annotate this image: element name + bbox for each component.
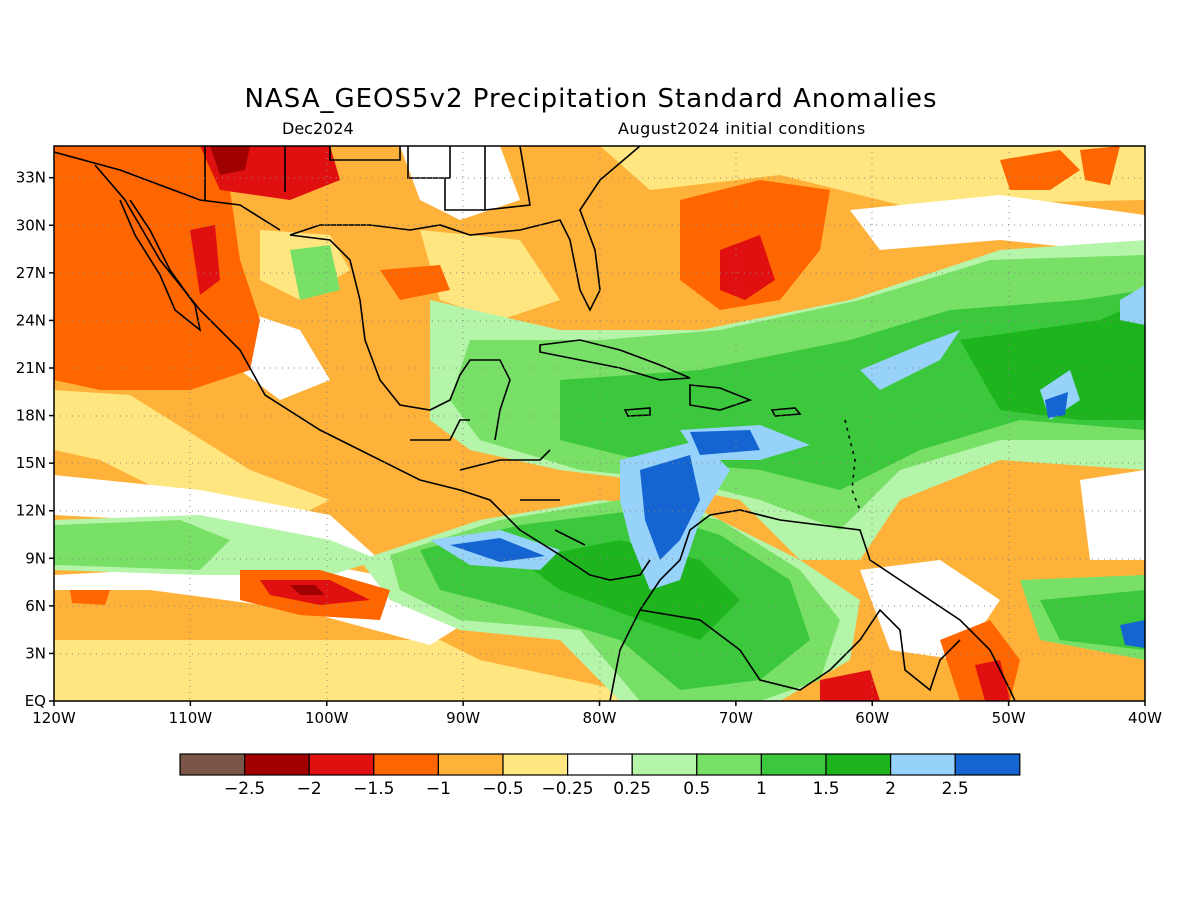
colorbar-label: 0.25	[613, 779, 651, 799]
y-tick-label: 6N	[25, 597, 46, 615]
y-tick-label: 30N	[16, 216, 46, 234]
x-tick-label: 110W	[169, 709, 213, 727]
x-tick-label: 100W	[305, 709, 349, 727]
x-tick-label: 90W	[446, 709, 480, 727]
y-tick-label: 3N	[25, 644, 46, 662]
x-tick-label: 40W	[1128, 709, 1162, 727]
colorbar-label: −0.25	[542, 779, 594, 799]
colorbar-swatch	[825, 753, 892, 776]
forecast-month: Dec2024	[282, 119, 354, 138]
y-tick-label: 12N	[16, 502, 46, 520]
colorbar-label: 2	[885, 779, 896, 799]
colorbar-label: 0.5	[683, 779, 710, 799]
colorbar-swatch	[954, 753, 1021, 776]
y-tick-label: EQ	[25, 692, 46, 710]
initial-conditions: August2024 initial conditions	[618, 119, 866, 138]
colorbar-label: −1.5	[353, 779, 394, 799]
grid-lines	[54, 146, 1145, 701]
x-axis: 120W 110W 100W 90W 80W 70W 60W 50W 40W	[32, 701, 1162, 727]
y-tick-label: 27N	[16, 264, 46, 282]
anomaly-field	[54, 146, 1145, 701]
x-tick-label: 120W	[32, 709, 76, 727]
colorbar-swatch	[437, 753, 504, 776]
colorbar-label: 1	[756, 779, 767, 799]
x-tick-label: 70W	[719, 709, 753, 727]
colorbar-swatch	[889, 753, 956, 776]
colorbar-label: −1	[426, 779, 451, 799]
colorbar-label: 1.5	[812, 779, 839, 799]
colorbar-label: −0.5	[482, 779, 523, 799]
y-axis: EQ 3N 6N 9N 12N 15N 18N 21N 24N 27N 30N 33N	[16, 169, 54, 710]
y-tick-label: 15N	[16, 454, 46, 472]
colorbar-swatch	[244, 753, 310, 776]
y-tick-label: 9N	[25, 549, 46, 567]
colorbar-label: −2.5	[224, 779, 265, 799]
colorbar: −2.5 −2 −1.5 −1 −0.5 −0.25 0.25 0.5 1 1.5 2 2.5	[179, 753, 1021, 799]
x-tick-label: 80W	[583, 709, 617, 727]
y-tick-label: 18N	[16, 407, 46, 425]
x-tick-label: 60W	[855, 709, 889, 727]
colorbar-swatch	[760, 753, 827, 776]
x-tick-label: 50W	[992, 709, 1026, 727]
y-tick-label: 21N	[16, 359, 46, 377]
colorbar-swatch	[179, 753, 246, 776]
colorbar-swatch	[566, 753, 633, 776]
colorbar-label: 2.5	[942, 779, 969, 799]
colorbar-swatch	[373, 753, 439, 776]
colorbar-swatch	[308, 753, 375, 776]
colorbar-swatch	[502, 753, 569, 776]
colorbar-swatch	[696, 753, 762, 776]
y-tick-label: 33N	[16, 169, 46, 187]
y-tick-label: 24N	[16, 311, 46, 329]
chart-title: NASA_GEOS5v2 Precipitation Standard Anom…	[244, 84, 938, 114]
colorbar-label: −2	[297, 779, 322, 799]
colorbar-swatch	[631, 753, 698, 776]
